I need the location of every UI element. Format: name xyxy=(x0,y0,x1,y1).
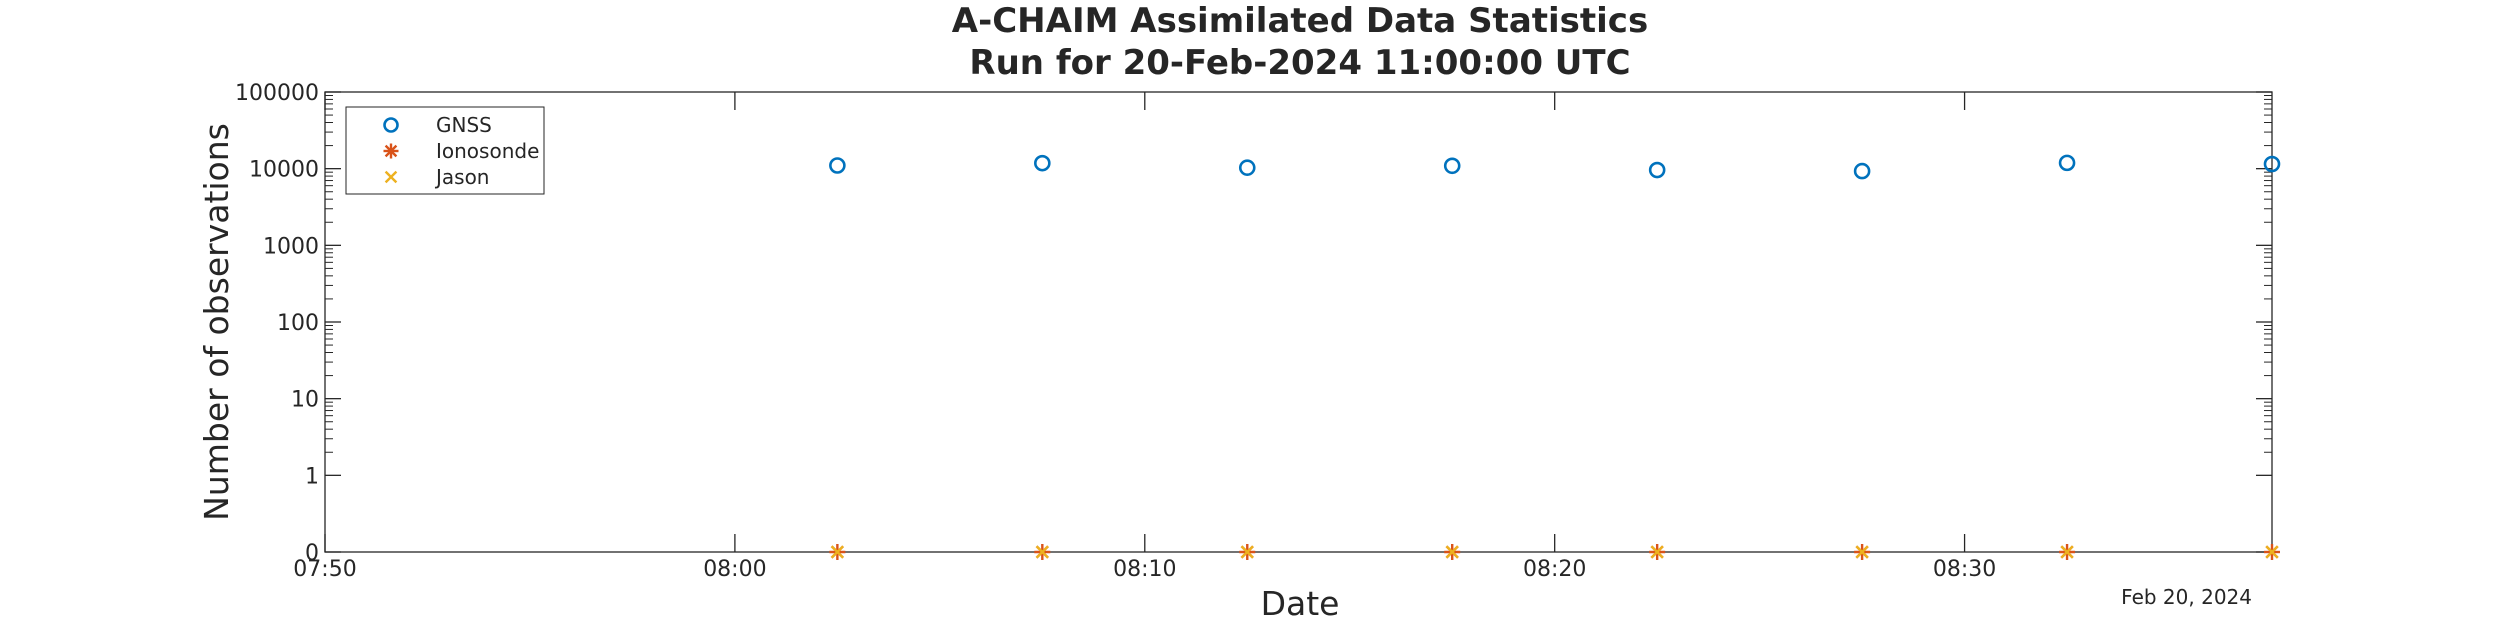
point-jason xyxy=(830,545,844,559)
point-gnss xyxy=(1443,157,1461,175)
point-gnss xyxy=(2263,155,2281,173)
y-tick-label: 1000 xyxy=(263,234,319,259)
y-tick-label: 1 xyxy=(305,464,319,489)
point-jason xyxy=(1035,545,1049,559)
point-gnss xyxy=(829,157,846,174)
axes-box xyxy=(324,91,2273,553)
point-gnss xyxy=(1853,162,1871,180)
legend-entry-gnss: GNSS xyxy=(383,113,492,137)
point-gnss xyxy=(1034,154,1051,172)
y-tick-label: 10 xyxy=(291,388,319,413)
chart-title-line-1: A-CHAIM Assimilated Data Statistics xyxy=(952,1,1648,41)
legend-label: Ionosonde xyxy=(436,139,539,163)
x-tick-label: 08:20 xyxy=(1523,557,1586,582)
point-jason xyxy=(2060,545,2074,559)
x-date-label: Feb 20, 2024 xyxy=(2121,585,2252,609)
legend-label: GNSS xyxy=(436,113,492,137)
x-axis-label: Date xyxy=(1261,584,1340,623)
point-jason xyxy=(1445,545,1459,559)
y-tick-label: 0 xyxy=(305,541,319,566)
point-gnss xyxy=(1648,161,1666,179)
y-tick-label: 100 xyxy=(277,311,319,336)
y-axis-label: Number of observations xyxy=(197,123,236,521)
point-jason xyxy=(1855,545,1869,559)
legend-box xyxy=(345,106,545,195)
legend-entry-jason: Jason xyxy=(384,165,490,189)
y-tick-label: 10000 xyxy=(249,158,319,183)
plot-marks xyxy=(829,154,2281,560)
x-tick-label: 07:50 xyxy=(293,557,356,582)
x-tick-label: 08:10 xyxy=(1113,557,1176,582)
point-gnss xyxy=(1238,159,1256,176)
point-jason xyxy=(1650,545,1664,559)
plot-axes: 0 1 10 100 1000 10000 100000 07:50 08:00 08:10 08:… xyxy=(235,81,2273,582)
legend-label: Jason xyxy=(434,165,490,189)
point-jason xyxy=(2265,545,2279,559)
point-jason xyxy=(1240,545,1254,559)
x-tick-label: 08:30 xyxy=(1933,557,1996,582)
legend-entry-ionosonde: Ionosonde xyxy=(383,139,539,163)
point-gnss xyxy=(2058,154,2076,172)
chart-title-line-2: Run for 20-Feb-2024 11:00:00 UTC xyxy=(969,43,1630,83)
y-tick-label: 100000 xyxy=(235,81,319,106)
x-tick-label: 08:00 xyxy=(703,557,766,582)
